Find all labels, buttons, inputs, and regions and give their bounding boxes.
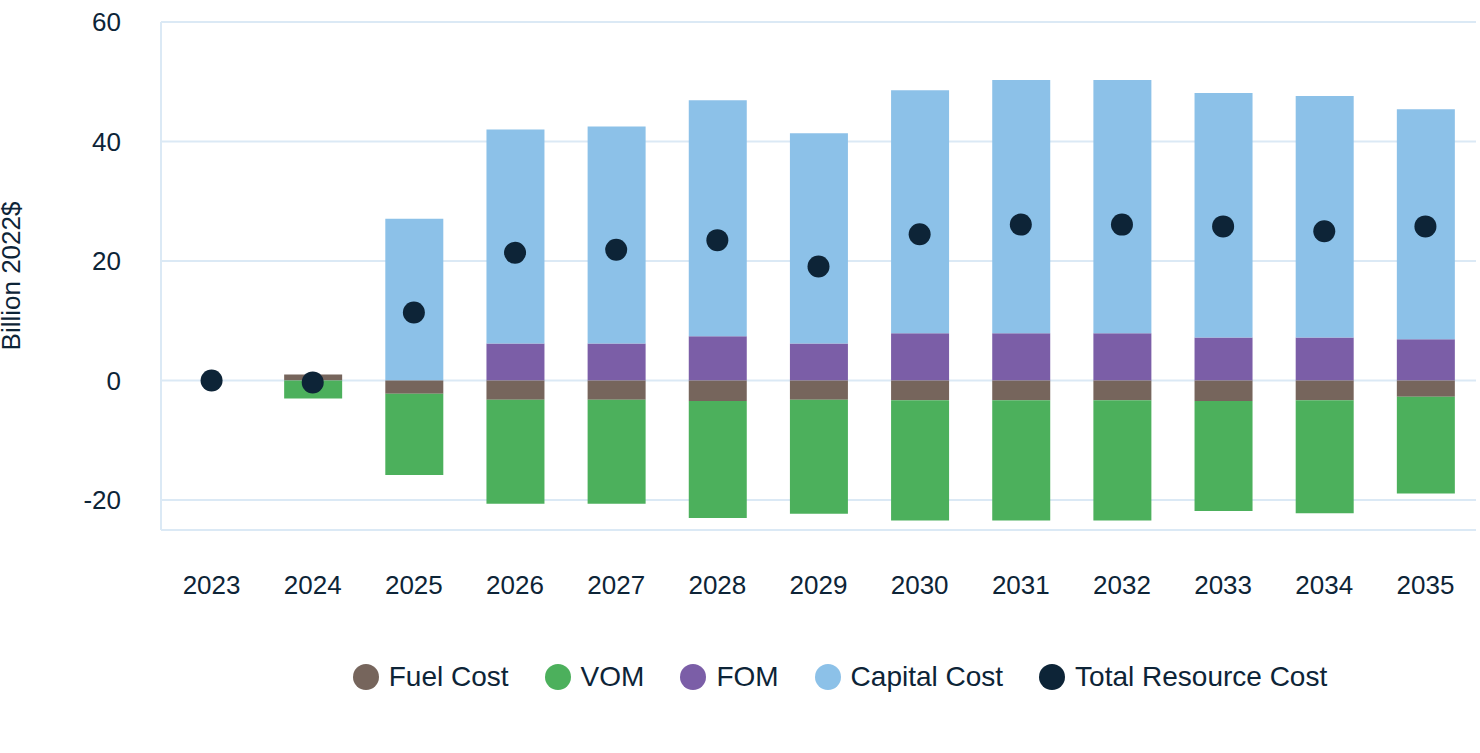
svg-text:2028: 2028 <box>688 570 746 600</box>
html-text:Fuel Cost: Fuel Cost <box>388 660 509 692</box>
html-text:Capital Cost: Capital Cost <box>850 660 1004 692</box>
html-text:Total Resource Cost: Total Resource Cost <box>1075 660 1328 692</box>
svg-text:2029: 2029 <box>790 570 848 600</box>
svg-text:20: 20 <box>92 246 121 276</box>
svg-text:2023: 2023 <box>183 570 241 600</box>
svg-text:2024: 2024 <box>284 570 342 600</box>
svg-text:-20: -20 <box>83 485 121 515</box>
svg-text:2031: 2031 <box>992 570 1050 600</box>
svg-text:2033: 2033 <box>1194 570 1252 600</box>
svg-text:Billion 2022$: Billion 2022$ <box>8 201 26 350</box>
svg-text:2026: 2026 <box>486 570 544 600</box>
svg-text:2034: 2034 <box>1295 570 1353 600</box>
svg-text:40: 40 <box>92 127 121 157</box>
svg-text:2032: 2032 <box>1093 570 1151 600</box>
html-text:FOM: FOM <box>716 660 779 692</box>
html-text:VOM: VOM <box>580 660 645 692</box>
svg-text:0: 0 <box>107 366 121 396</box>
svg-text:2025: 2025 <box>385 570 443 600</box>
svg-text:2030: 2030 <box>891 570 949 600</box>
svg-text:2035: 2035 <box>1397 570 1455 600</box>
svg-text:2027: 2027 <box>587 570 645 600</box>
svg-text:60: 60 <box>92 7 121 37</box>
